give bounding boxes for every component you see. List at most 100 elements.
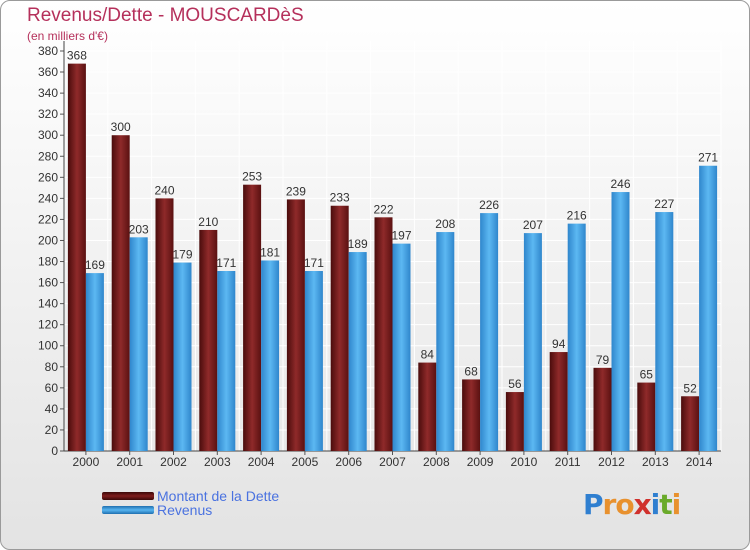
- bar-revenue: [655, 212, 674, 451]
- legend-swatch-debt: [102, 492, 154, 500]
- data-label-revenue: 216: [567, 209, 587, 223]
- legend-label-revenue: Revenus: [157, 502, 213, 518]
- bar-revenue: [480, 213, 499, 451]
- data-label-debt: 368: [67, 49, 87, 63]
- data-label-debt: 239: [286, 184, 306, 198]
- x-tick-label: 2008: [423, 455, 450, 469]
- legend-item-debt: Montant de la Dette: [102, 489, 279, 503]
- data-label-debt: 68: [464, 364, 478, 378]
- y-tick-label: 100: [38, 339, 58, 353]
- data-label-debt: 65: [640, 368, 654, 382]
- y-tick-label: 80: [45, 360, 59, 374]
- bar-revenue: [85, 273, 104, 451]
- x-tick-label: 2011: [555, 455, 581, 469]
- data-label-debt: 79: [596, 353, 610, 367]
- bar-debt: [243, 184, 262, 451]
- bar-revenue: [173, 262, 192, 451]
- data-label-debt: 253: [242, 170, 262, 184]
- data-label-revenue: 171: [304, 256, 324, 270]
- bar-revenue: [304, 271, 323, 451]
- y-tick-label: 140: [38, 297, 58, 311]
- data-label-revenue: 246: [610, 177, 630, 191]
- logo-letter: x: [633, 488, 652, 521]
- data-label-debt: 300: [111, 120, 131, 134]
- data-label-revenue: 227: [654, 197, 674, 211]
- bar-revenue: [567, 223, 586, 451]
- data-label-debt: 94: [552, 337, 566, 351]
- y-tick-label: 280: [38, 149, 58, 163]
- bar-debt: [593, 367, 612, 451]
- bar-revenue: [261, 260, 280, 451]
- proxiti-logo: Proxiti: [583, 488, 682, 521]
- x-tick-label: 2014: [686, 455, 713, 469]
- bar-debt: [681, 396, 700, 451]
- bar-debt: [462, 379, 481, 451]
- bar-revenue: [699, 165, 718, 451]
- data-label-revenue: 203: [129, 222, 149, 236]
- x-tick-label: 2013: [642, 455, 669, 469]
- logo-letter: o: [615, 488, 634, 521]
- data-label-revenue: 207: [523, 218, 543, 232]
- bar-revenue: [523, 233, 542, 451]
- data-label-revenue: 197: [391, 229, 411, 243]
- y-tick-label: 320: [38, 107, 58, 121]
- x-tick-label: 2002: [160, 455, 187, 469]
- y-tick-label: 120: [38, 318, 58, 332]
- data-label-revenue: 226: [479, 198, 499, 212]
- bar-revenue: [217, 271, 236, 451]
- x-tick-label: 2006: [335, 455, 362, 469]
- y-tick-label: 200: [38, 233, 58, 247]
- bar-debt: [374, 217, 393, 451]
- bar-revenue: [348, 252, 367, 451]
- bar-debt: [330, 205, 349, 451]
- y-tick-label: 220: [38, 212, 58, 226]
- bar-revenue: [129, 237, 148, 451]
- legend-item-revenue: Revenus: [102, 503, 212, 517]
- bar-revenue: [611, 192, 630, 452]
- x-tick-label: 2004: [248, 455, 275, 469]
- data-label-revenue: 189: [348, 237, 368, 251]
- bar-debt: [637, 382, 656, 451]
- data-label-debt: 52: [683, 381, 697, 395]
- x-tick-label: 2003: [204, 455, 231, 469]
- data-label-debt: 210: [198, 215, 218, 229]
- data-label-revenue: 181: [260, 245, 280, 259]
- data-label-revenue: 169: [85, 258, 105, 272]
- bar-revenue: [436, 232, 455, 451]
- y-tick-label: 20: [45, 423, 59, 437]
- chart-title: Revenus/Dette - MOUSCARDèS: [27, 5, 304, 26]
- data-label-debt: 233: [330, 191, 350, 205]
- y-tick-label: 360: [38, 65, 58, 79]
- bar-debt: [549, 352, 568, 451]
- bar-revenue: [392, 243, 411, 451]
- bar-debt: [286, 199, 305, 451]
- x-tick-label: 2005: [292, 455, 319, 469]
- logo-letter: t: [659, 488, 672, 521]
- y-tick-label: 180: [38, 255, 58, 269]
- bar-debt: [505, 392, 524, 451]
- y-tick-label: 160: [38, 276, 58, 290]
- y-tick-label: 240: [38, 191, 58, 205]
- data-label-revenue: 179: [172, 248, 192, 262]
- logo-letter: i: [671, 488, 682, 521]
- x-tick-label: 2009: [467, 455, 494, 469]
- chart-subtitle: (en milliers d'€): [27, 29, 108, 43]
- x-tick-label: 2000: [73, 455, 100, 469]
- bar-debt: [418, 362, 437, 451]
- y-tick-label: 40: [45, 402, 59, 416]
- x-tick-label: 2010: [511, 455, 538, 469]
- x-tick-label: 2001: [116, 455, 143, 469]
- x-tick-label: 2007: [379, 455, 406, 469]
- data-label-debt: 56: [508, 377, 522, 391]
- logo-letter: r: [602, 488, 617, 521]
- legend-swatch-revenue: [102, 506, 154, 514]
- data-label-debt: 240: [154, 183, 174, 197]
- bar-debt: [67, 63, 86, 451]
- y-tick-label: 340: [38, 86, 58, 100]
- y-tick-label: 0: [51, 444, 58, 458]
- data-label-debt: 222: [373, 202, 393, 216]
- data-label-revenue: 171: [216, 256, 236, 270]
- data-label-debt: 84: [421, 348, 435, 362]
